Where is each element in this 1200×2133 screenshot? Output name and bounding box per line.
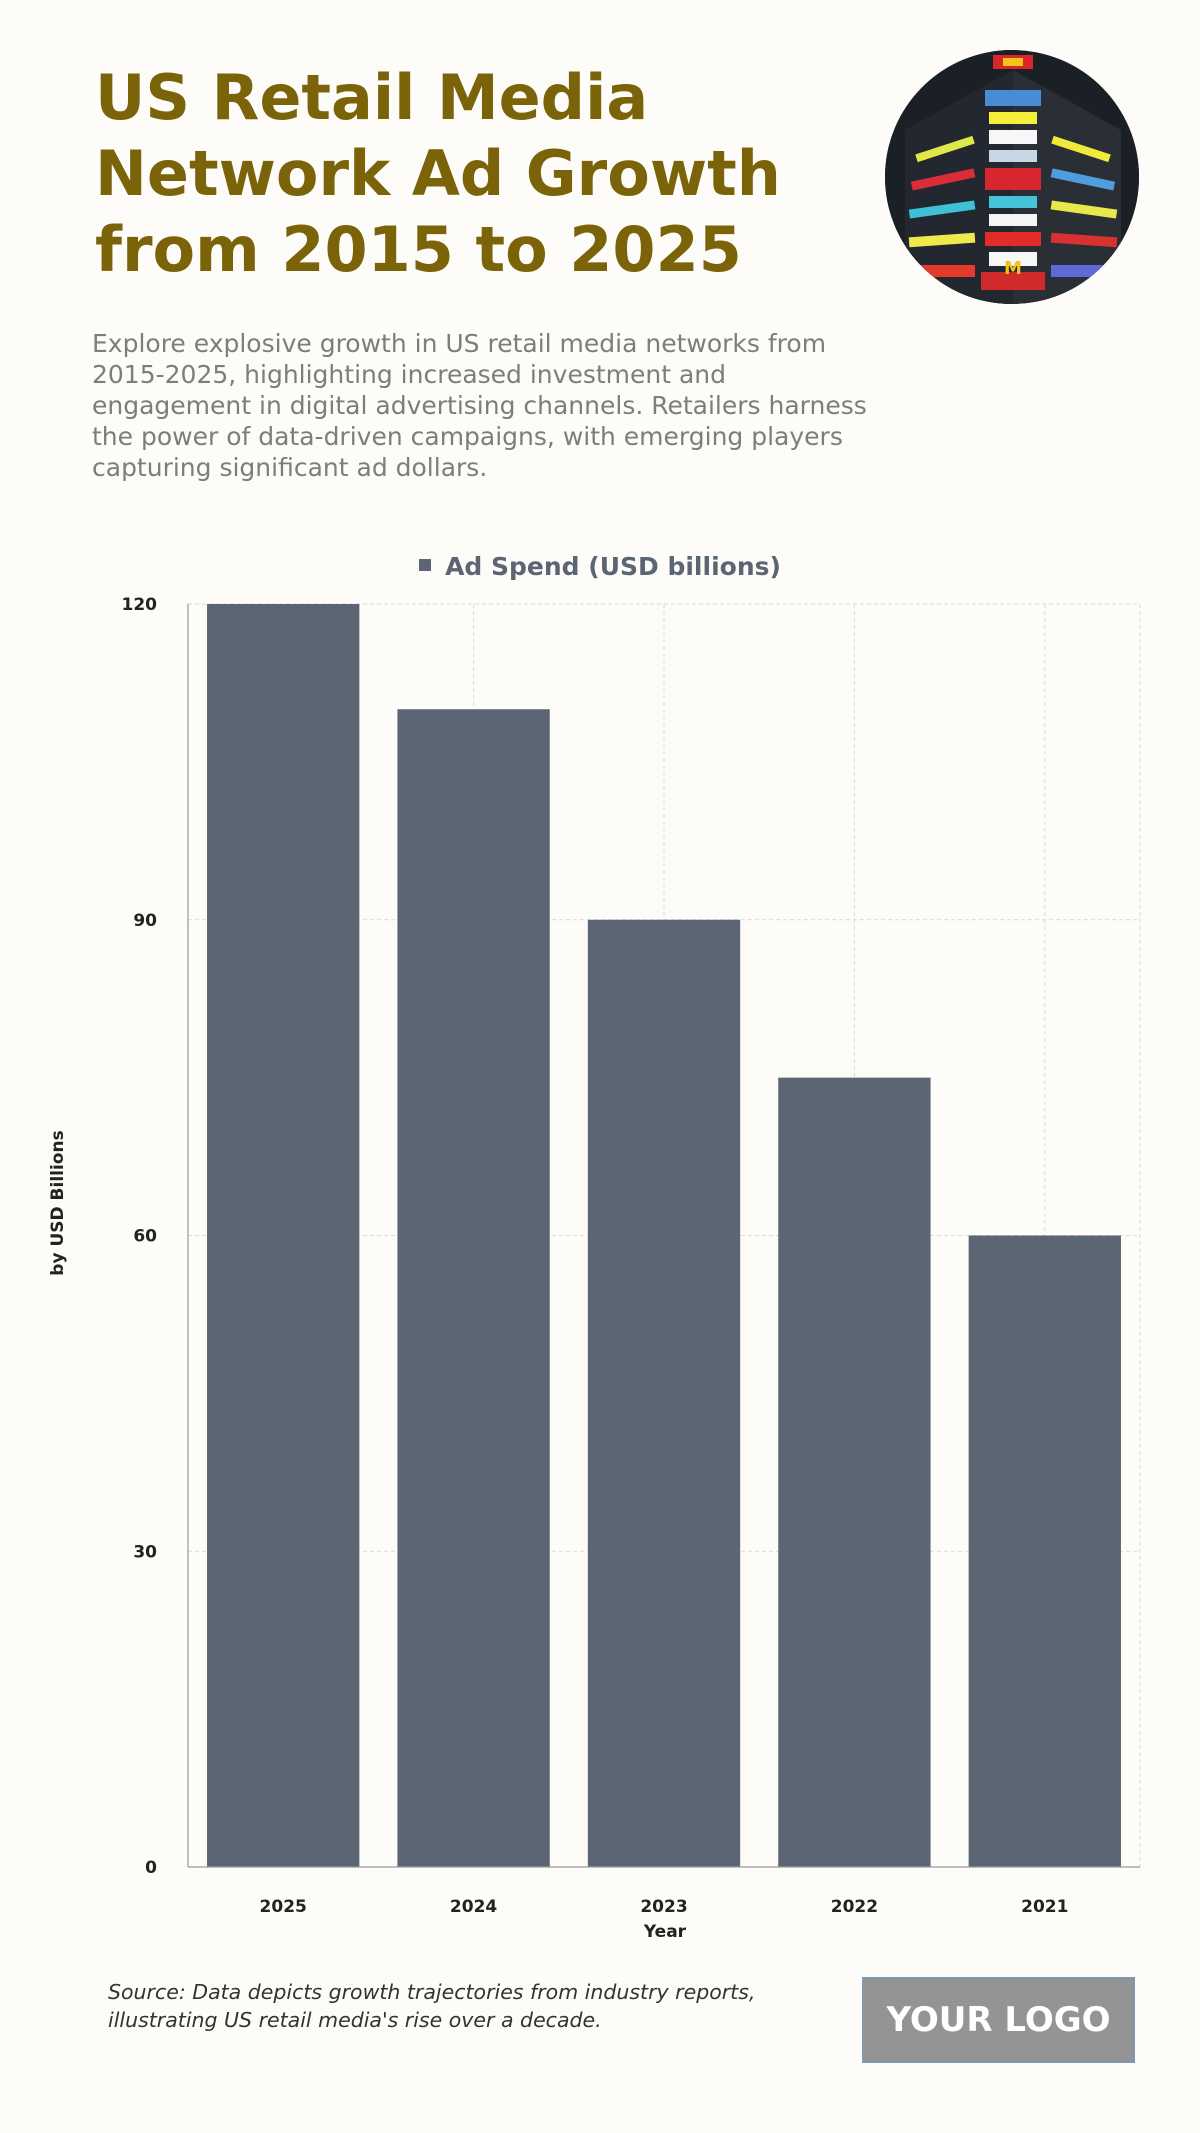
neon-building-image: M (885, 50, 1139, 304)
y-axis-title: by USD Billions (48, 1130, 68, 1275)
chart-axes: 0 30 60 90 120 2025 2024 2023 2022 2021 (122, 595, 1140, 1917)
x-tick-label: 2022 (831, 1897, 878, 1917)
logo-placeholder: YOUR LOGO (862, 1977, 1135, 2063)
legend-label: Ad Spend (USD billions) (445, 552, 781, 581)
chart-bars (207, 604, 1121, 1867)
x-tick-label: 2025 (260, 1897, 307, 1917)
bar-2021 (968, 1235, 1121, 1867)
page-description: Explore explosive growth in US retail me… (92, 329, 867, 482)
x-tick-label: 2023 (640, 1897, 687, 1917)
x-axis-title: Year (643, 1922, 687, 1942)
source-note: Source: Data depicts growth trajectories… (108, 1980, 756, 2032)
x-tick-label: 2021 (1021, 1897, 1068, 1917)
bar-2024 (397, 709, 550, 1867)
y-tick-label: 60 (133, 1227, 157, 1247)
bar-2025 (207, 604, 360, 1867)
page-title: US Retail Media Network Ad Growth from 2… (95, 61, 781, 286)
bar-2023 (587, 919, 741, 1867)
bar-chart: 0 30 60 90 120 2025 2024 2023 2022 2021 Year by U… (48, 595, 1141, 1942)
y-tick-label: 120 (122, 595, 158, 615)
x-tick-label: 2024 (450, 1897, 497, 1917)
y-tick-label: 90 (133, 911, 157, 931)
y-tick-label: 0 (145, 1858, 157, 1878)
bar-2022 (778, 1077, 931, 1867)
y-tick-label: 30 (133, 1542, 157, 1562)
city-night-photo: M (885, 50, 1139, 304)
legend-swatch (419, 559, 432, 571)
chart-legend: Ad Spend (USD billions) (0, 552, 1200, 581)
svg-text:M: M (1004, 258, 1022, 279)
